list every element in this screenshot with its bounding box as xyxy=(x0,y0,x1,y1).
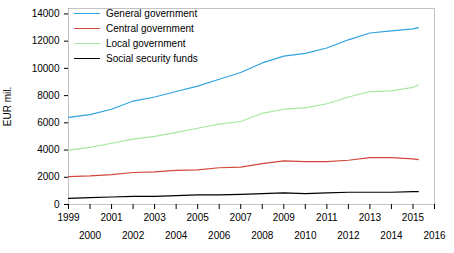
svg-text:2001: 2001 xyxy=(100,212,123,223)
html-text:Social security funds: Social security funds xyxy=(106,53,198,64)
svg-text:2002: 2002 xyxy=(122,230,145,241)
svg-text:2010: 2010 xyxy=(294,230,317,241)
svg-text:2003: 2003 xyxy=(143,212,166,223)
svg-text:2005: 2005 xyxy=(187,212,210,223)
html-text:Local government: Local government xyxy=(106,38,186,49)
svg-text:2000: 2000 xyxy=(37,171,60,182)
svg-text:2000: 2000 xyxy=(79,230,102,241)
svg-text:2007: 2007 xyxy=(230,212,253,223)
html-text:Central government: Central government xyxy=(106,23,194,34)
svg-text:6000: 6000 xyxy=(37,117,60,128)
svg-text:2009: 2009 xyxy=(273,212,296,223)
svg-text:2011: 2011 xyxy=(316,212,338,223)
svg-text:12000: 12000 xyxy=(32,35,60,46)
svg-text:2014: 2014 xyxy=(380,230,403,241)
svg-text:2013: 2013 xyxy=(359,212,382,223)
svg-text:2006: 2006 xyxy=(208,230,231,241)
html-text:General government: General government xyxy=(106,8,198,19)
svg-text:2004: 2004 xyxy=(165,230,188,241)
svg-text:2008: 2008 xyxy=(251,230,274,241)
svg-text:14000: 14000 xyxy=(32,8,60,19)
svg-text:1999: 1999 xyxy=(57,212,80,223)
svg-text:2012: 2012 xyxy=(337,230,360,241)
svg-text:4000: 4000 xyxy=(37,144,60,155)
svg-text:0: 0 xyxy=(54,199,60,210)
svg-text:EUR mil.: EUR mil. xyxy=(2,87,13,126)
svg-text:2016: 2016 xyxy=(423,230,446,241)
svg-text:8000: 8000 xyxy=(37,90,60,101)
svg-text:10000: 10000 xyxy=(32,63,60,74)
svg-text:2015: 2015 xyxy=(402,212,425,223)
